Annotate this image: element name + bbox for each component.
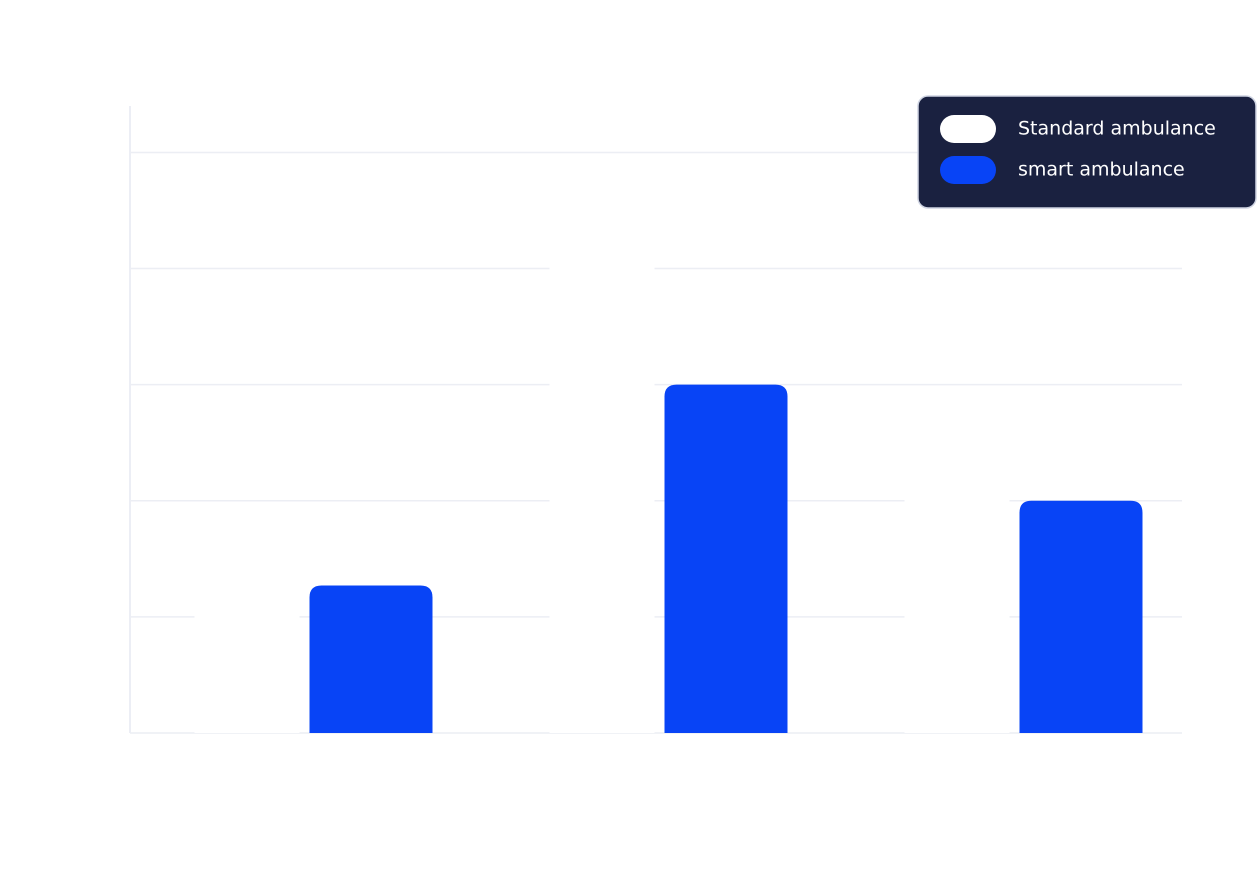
legend-label: Standard ambulance [1018,118,1216,140]
bar [194,512,300,733]
bar [904,390,1010,733]
legend: Standard ambulance smart ambulance [917,95,1257,209]
legend-label: smart ambulance [1018,159,1185,181]
bar [1019,500,1143,733]
legend-swatch [940,115,996,143]
bar [549,158,655,733]
bar [309,585,433,733]
legend-box [917,95,1257,209]
bar [664,384,788,733]
legend-swatch [940,156,996,184]
